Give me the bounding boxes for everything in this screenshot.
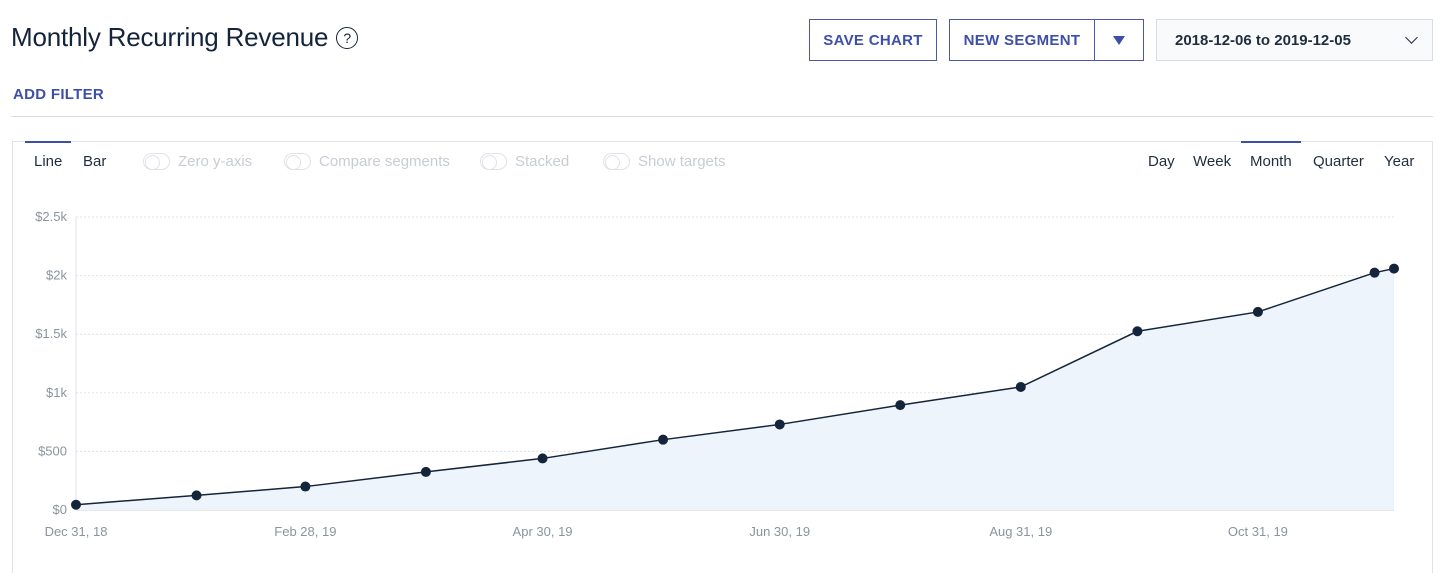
show-targets-toggle[interactable]: [603, 153, 630, 170]
add-filter-link[interactable]: ADD FILTER: [13, 86, 105, 103]
data-point: [895, 400, 906, 411]
mrr-area: [76, 268, 1394, 510]
y-tick-label: $500: [38, 443, 67, 458]
data-point: [191, 490, 202, 501]
data-point: [537, 453, 548, 464]
tab-month[interactable]: Month: [1241, 141, 1301, 174]
stacked-label: Stacked: [515, 153, 570, 170]
y-tick-label: $2k: [46, 268, 67, 283]
stacked-toggle[interactable]: [480, 153, 507, 170]
page-title: Monthly Recurring Revenue: [11, 22, 329, 52]
help-icon[interactable]: ?: [336, 26, 359, 49]
data-point: [1132, 326, 1143, 337]
compare-segments-label: Compare segments: [319, 153, 450, 170]
compare-segments-toggle[interactable]: [284, 153, 311, 170]
x-tick-label: Aug 31, 19: [989, 524, 1052, 539]
data-point: [1252, 306, 1263, 317]
save-chart-button[interactable]: SAVE CHART: [809, 19, 937, 61]
y-tick-label: $0: [53, 502, 67, 517]
chart-panel: [12, 141, 1433, 573]
data-point: [1389, 263, 1399, 274]
y-tick-label: $1k: [46, 385, 67, 400]
tab-day[interactable]: Day: [1148, 153, 1175, 170]
data-point: [1369, 267, 1380, 278]
title-row: Monthly Recurring Revenue ?: [11, 22, 359, 53]
divider: [11, 116, 1433, 117]
tab-line[interactable]: Line: [24, 141, 72, 174]
tab-year[interactable]: Year: [1384, 153, 1415, 170]
x-tick-label: Jun 30, 19: [749, 524, 810, 539]
x-tick-label: Dec 31, 18: [45, 524, 108, 539]
x-tick-label: Apr 30, 19: [513, 524, 573, 539]
caret-down-icon: [1113, 35, 1125, 45]
zero-y-axis-toggle[interactable]: [143, 153, 170, 170]
data-point: [71, 499, 81, 510]
show-targets-label: Show targets: [638, 153, 726, 170]
x-tick-label: Feb 28, 19: [274, 524, 336, 539]
date-range-value: 2018-12-06 to 2019-12-05: [1175, 31, 1351, 49]
data-point: [300, 481, 311, 492]
data-point: [1015, 381, 1026, 392]
tab-quarter[interactable]: Quarter: [1313, 153, 1364, 170]
data-point: [658, 434, 669, 445]
new-segment-button[interactable]: NEW SEGMENT: [949, 19, 1095, 61]
date-range-picker[interactable]: 2018-12-06 to 2019-12-05: [1156, 19, 1433, 61]
tab-week[interactable]: Week: [1193, 153, 1232, 170]
data-point: [420, 466, 431, 477]
y-tick-label: $2.5k: [35, 209, 67, 224]
segment-dropdown-button[interactable]: [1094, 19, 1144, 61]
zero-y-axis-label: Zero y-axis: [178, 153, 253, 170]
y-tick-label: $1.5k: [35, 326, 67, 341]
data-point: [774, 419, 785, 430]
x-tick-label: Oct 31, 19: [1228, 524, 1288, 539]
tab-bar[interactable]: Bar: [83, 153, 107, 170]
